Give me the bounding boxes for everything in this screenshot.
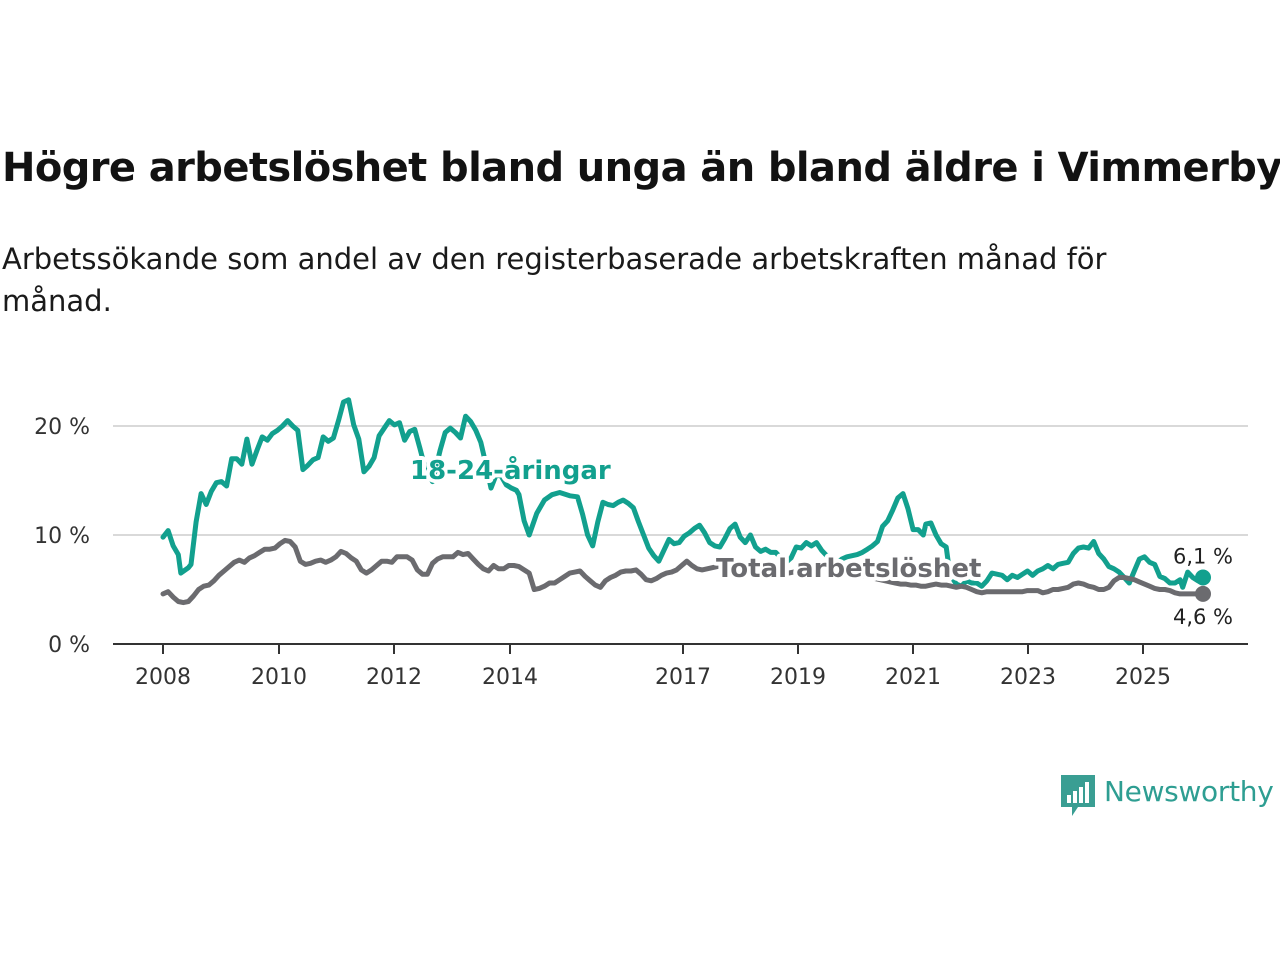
y-axis-ticks: 0 % 10 % 20 % (34, 415, 90, 658)
y-tick-label: 0 % (48, 633, 90, 658)
x-tick-label: 2012 (366, 665, 422, 690)
line-chart: 0 % 10 % 20 % 2008 2010 2012 2014 2017 2019 2021… (34, 397, 1248, 690)
y-tick-label: 10 % (34, 524, 90, 549)
x-tick-label: 2008 (135, 665, 191, 690)
y-tick-label: 20 % (34, 415, 90, 440)
end-point-total (1195, 585, 1211, 602)
end-label-youth: 6,1 % (1173, 545, 1233, 569)
series-label-youth-halo: 18-24-åringar (410, 454, 611, 486)
x-tick-label: 2025 (1115, 665, 1171, 690)
end-point-youth (1195, 569, 1211, 586)
x-tick-label: 2021 (885, 665, 941, 690)
x-tick-label: 2014 (482, 665, 538, 690)
brand-name: Newsworthy (1104, 775, 1274, 808)
x-tick-label: 2017 (655, 665, 711, 690)
series-line-youth (160, 397, 1206, 590)
x-tick-label: 2010 (251, 665, 307, 690)
newsworthy-logo: Newsworthy (1058, 773, 1280, 819)
end-label-total: 4,6 % (1173, 605, 1233, 629)
newsworthy-logo-icon (1061, 775, 1095, 816)
chart-subtitle: Arbetssökande som andel av den registerb… (2, 242, 1107, 318)
grid-lines (113, 425, 1248, 536)
series-label-total-halo: Total arbetslöshet (716, 554, 981, 584)
series-label-youth: 18-24-åringar (410, 454, 611, 486)
chart-title: Högre arbetslöshet bland unga än bland ä… (2, 145, 1280, 191)
x-tick-label: 2023 (1000, 665, 1056, 690)
series-lines (160, 397, 1211, 606)
x-tick-label: 2019 (770, 665, 826, 690)
series-line-total (160, 537, 1206, 606)
x-axis: 2008 2010 2012 2014 2017 2019 2021 2023 2025 (113, 643, 1248, 690)
series-label-total: Total arbetslöshet (716, 554, 981, 584)
series-labels: 6,1 %4,6 %18-24-åringar18-24-åringarTota… (406, 450, 1233, 629)
